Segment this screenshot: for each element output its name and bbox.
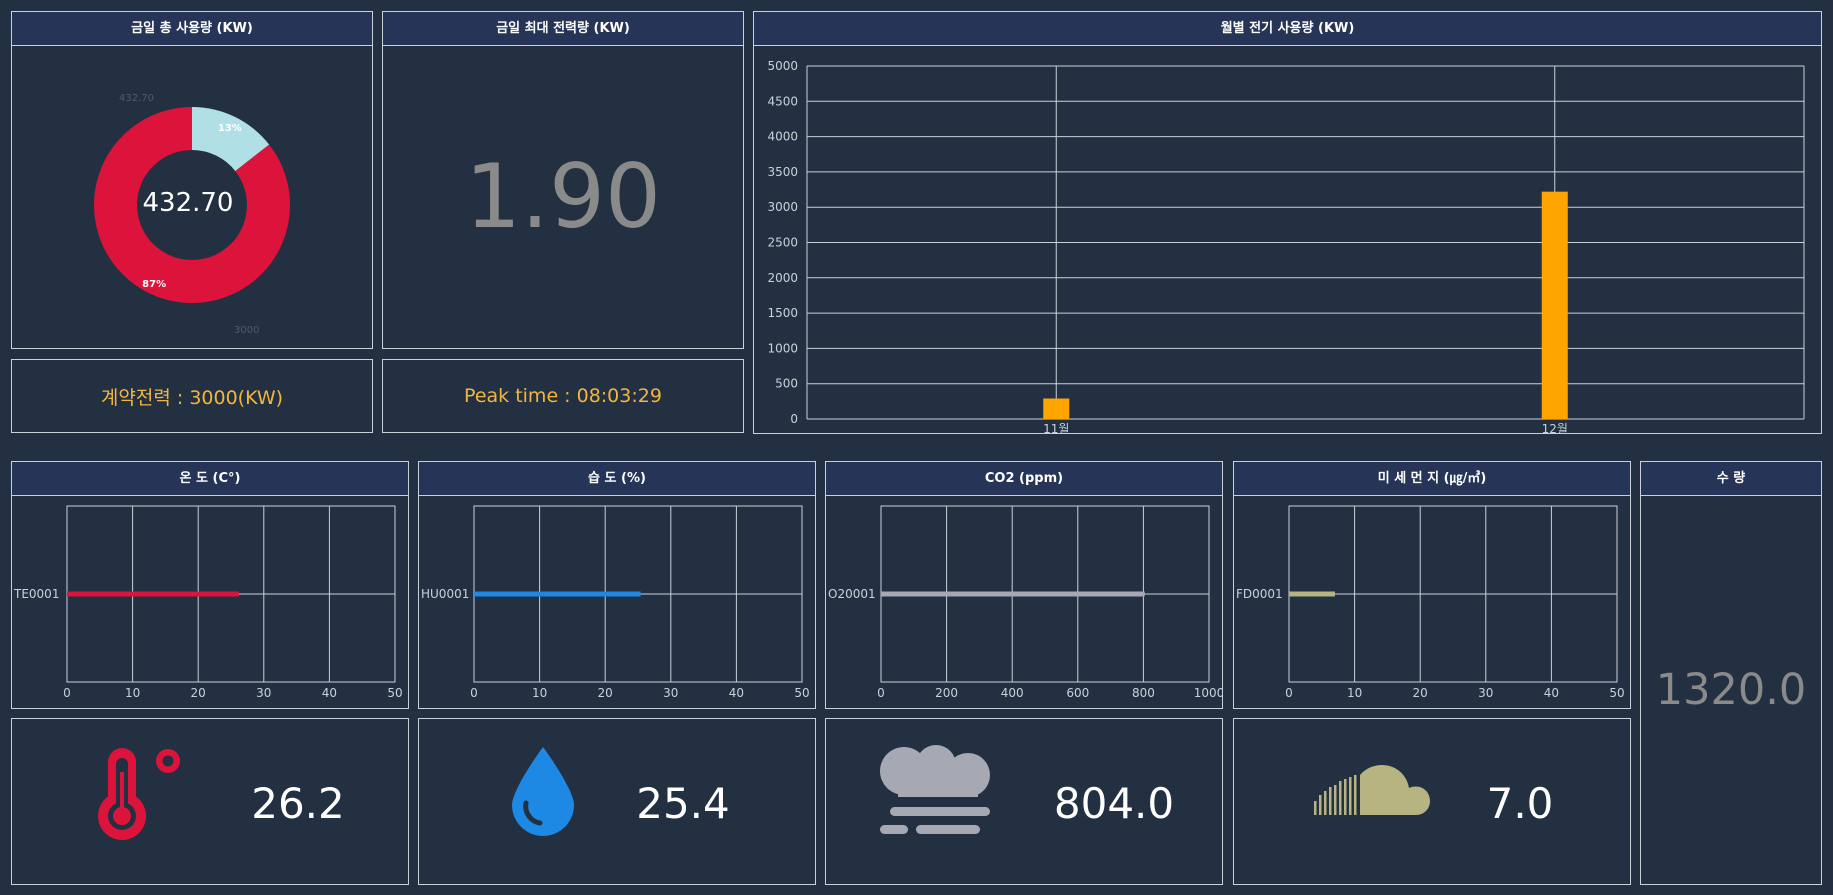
contract-power-text: 계약전력 : 3000(KW) bbox=[100, 386, 284, 409]
x-tick: 800 bbox=[1132, 686, 1155, 700]
x-tick: 600 bbox=[1066, 686, 1089, 700]
value-bar bbox=[474, 591, 641, 597]
value-bar bbox=[1289, 591, 1335, 597]
total-usage-title: 금일 총 사용량 (KW) bbox=[12, 12, 372, 46]
water-panel: 수 량 1320.0 bbox=[1640, 461, 1822, 885]
monthly-y-tick: 2000 bbox=[767, 271, 798, 285]
peak-time-panel: Peak time : 08:03:29 bbox=[382, 359, 744, 433]
water-drop-icon bbox=[512, 747, 574, 836]
max-power-title: 금일 최대 전력량 (KW) bbox=[383, 12, 743, 46]
soundcloud-icon bbox=[1314, 765, 1430, 815]
donut-slice-1 bbox=[94, 107, 291, 303]
monthly-y-tick: 1500 bbox=[767, 306, 798, 320]
humidity-chart-panel: 습 도 (%) 0 10 20 30 40 50 HU0001 bbox=[418, 461, 816, 709]
co2-title: CO2 (ppm) bbox=[826, 462, 1222, 496]
monthly-y-tick: 1000 bbox=[767, 341, 798, 355]
donut-chart: 13% 87% 432.70 432.70 3000 bbox=[94, 93, 291, 336]
value-bar bbox=[67, 591, 239, 597]
water-value: 1320.0 bbox=[1655, 664, 1807, 715]
co2-value-panel: 804.0 bbox=[825, 718, 1223, 885]
co2-value: 804.0 bbox=[1053, 779, 1175, 828]
monthly-y-tick: 4500 bbox=[767, 94, 798, 108]
category-label: HU0001 bbox=[421, 587, 469, 601]
humidity-bar-chart: 0 10 20 30 40 50 HU0001 bbox=[421, 505, 810, 700]
x-tick: 1000 bbox=[1194, 686, 1222, 700]
monthly-bar-1 bbox=[1541, 191, 1568, 419]
total-usage-panel: 금일 총 사용량 (KW) 13% 87% 432.70 432.70 3000 bbox=[11, 11, 373, 349]
dust-title: 미 세 먼 지 (㎍/㎥) bbox=[1234, 462, 1630, 496]
donut-outer-label-used: 432.70 bbox=[119, 93, 154, 104]
x-tick: 30 bbox=[663, 686, 678, 700]
max-power-panel: 금일 최대 전력량 (KW) 1.90 bbox=[382, 11, 744, 349]
donut-center-value: 432.70 bbox=[143, 188, 234, 218]
humidity-value-panel: 25.4 bbox=[418, 718, 816, 885]
x-tick: 400 bbox=[1001, 686, 1024, 700]
x-tick: 10 bbox=[1347, 686, 1362, 700]
dust-bar-chart: 0 10 20 30 40 50 FD0001 bbox=[1236, 505, 1625, 700]
x-tick: 0 bbox=[63, 686, 71, 700]
x-tick: 0 bbox=[470, 686, 478, 700]
monthly-x-tick: 11월 bbox=[1043, 422, 1069, 434]
donut-slice-label-0: 13% bbox=[218, 123, 242, 134]
x-tick: 20 bbox=[1413, 686, 1428, 700]
x-tick: 30 bbox=[1478, 686, 1493, 700]
category-label: FD0001 bbox=[1236, 587, 1283, 601]
monthly-usage-title: 월별 전기 사용량 (KW) bbox=[754, 12, 1821, 46]
x-tick: 50 bbox=[794, 686, 809, 700]
monthly-usage-panel: 월별 전기 사용량 (KW) 0 500 1000 1500 2000 2500 3000 3… bbox=[753, 11, 1822, 434]
value-bar bbox=[881, 591, 1145, 597]
dust-value: 7.0 bbox=[1486, 779, 1554, 828]
x-tick: 10 bbox=[532, 686, 547, 700]
x-tick: 50 bbox=[387, 686, 402, 700]
humidity-value: 25.4 bbox=[636, 779, 730, 828]
temperature-value: 26.2 bbox=[251, 779, 345, 828]
co2-bar-chart: 0 200 400 600 800 1000 O20001 bbox=[828, 505, 1222, 700]
category-label: TE0001 bbox=[13, 587, 59, 601]
x-tick: 40 bbox=[729, 686, 744, 700]
x-tick: 0 bbox=[1285, 686, 1293, 700]
temperature-bar-chart: 0 10 20 30 40 50 TE0001 bbox=[13, 505, 403, 700]
dust-chart-panel: 미 세 먼 지 (㎍/㎥) 0 10 20 30 40 50 FD0001 bbox=[1233, 461, 1631, 709]
co2-chart-panel: CO2 (ppm) 0 200 400 600 800 1000 O20001 bbox=[825, 461, 1223, 709]
monthly-y-tick: 500 bbox=[775, 377, 798, 391]
temperature-value-panel: 26.2 bbox=[11, 718, 409, 885]
fog-cloud-icon bbox=[880, 745, 990, 834]
monthly-x-tick: 12월 bbox=[1542, 422, 1568, 434]
donut-slice-label-1: 87% bbox=[142, 279, 166, 290]
thermometer-icon bbox=[98, 748, 180, 840]
monthly-y-tick: 3500 bbox=[767, 165, 798, 179]
monthly-y-tick: 5000 bbox=[767, 59, 798, 73]
contract-power-panel: 계약전력 : 3000(KW) bbox=[11, 359, 373, 433]
donut-slices: 13% 87% bbox=[94, 107, 291, 303]
x-tick: 40 bbox=[322, 686, 337, 700]
x-tick: 200 bbox=[935, 686, 958, 700]
x-tick: 10 bbox=[125, 686, 140, 700]
x-tick: 30 bbox=[256, 686, 271, 700]
x-tick: 20 bbox=[598, 686, 613, 700]
x-tick: 40 bbox=[1544, 686, 1559, 700]
monthly-y-tick: 3000 bbox=[767, 200, 798, 214]
x-tick: 20 bbox=[191, 686, 206, 700]
temperature-title: 온 도 (C°) bbox=[12, 462, 408, 496]
monthly-y-tick: 0 bbox=[790, 412, 798, 426]
category-label: O20001 bbox=[828, 587, 876, 601]
monthly-y-tick: 4000 bbox=[767, 130, 798, 144]
x-tick: 0 bbox=[877, 686, 885, 700]
temperature-chart-panel: 온 도 (C°) 0 10 20 30 40 50 TE0001 bbox=[11, 461, 409, 709]
x-tick: 50 bbox=[1609, 686, 1624, 700]
monthly-y-tick: 2500 bbox=[767, 236, 798, 250]
donut-outer-label-contract: 3000 bbox=[234, 325, 259, 336]
peak-time-text: Peak time : 08:03:29 bbox=[464, 385, 662, 407]
dust-value-panel: 7.0 bbox=[1233, 718, 1631, 885]
monthly-bar-chart: 0 500 1000 1500 2000 2500 3000 3500 4000 4500 5000… bbox=[767, 59, 1805, 434]
donut-slice-0 bbox=[192, 107, 270, 172]
water-title: 수 량 bbox=[1641, 462, 1821, 496]
humidity-title: 습 도 (%) bbox=[419, 462, 815, 496]
monthly-bar-0 bbox=[1043, 398, 1070, 419]
max-power-value: 1.90 bbox=[465, 145, 661, 248]
